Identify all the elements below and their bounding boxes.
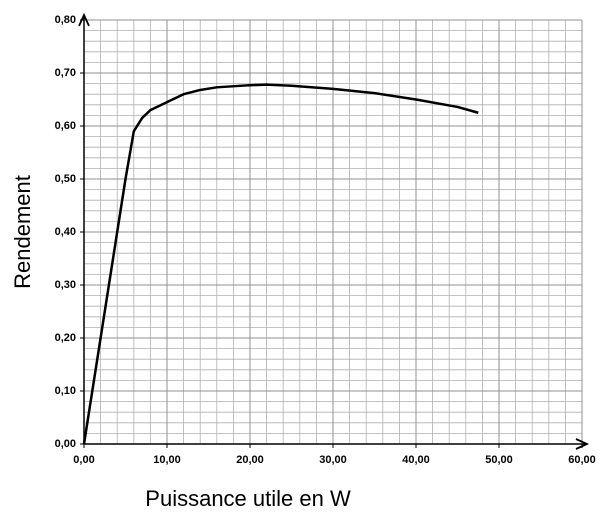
x-tick-label: 30,00	[319, 454, 347, 466]
line	[82, 83, 479, 445]
y-axis-label: Rendement	[10, 175, 35, 289]
y-tick-label: 0,20	[55, 332, 76, 344]
x-tick-label: 0,00	[73, 454, 94, 466]
y-tick-label: 0,00	[55, 438, 76, 450]
y-tick-label: 0,10	[55, 385, 76, 397]
x-axis-label: Puissance utile en W	[145, 486, 351, 511]
x-tick-label: 60,00	[568, 454, 596, 466]
y-tick-label: 0,80	[55, 14, 76, 26]
y-tick-label: 0,70	[55, 67, 76, 79]
y-tick-label: 0,50	[55, 173, 76, 185]
x-tick-label: 40,00	[402, 454, 430, 466]
x-tick-label: 20,00	[236, 454, 264, 466]
x-tick-label: 10,00	[153, 454, 181, 466]
y-axis-arrow	[78, 12, 90, 27]
y-tick-label: 0,40	[55, 226, 76, 238]
x-tick-label: 50,00	[485, 454, 513, 466]
y-tick-label: 0,30	[55, 279, 76, 291]
x-axis-arrow	[575, 438, 590, 450]
y-tick-label: 0,60	[55, 120, 76, 132]
